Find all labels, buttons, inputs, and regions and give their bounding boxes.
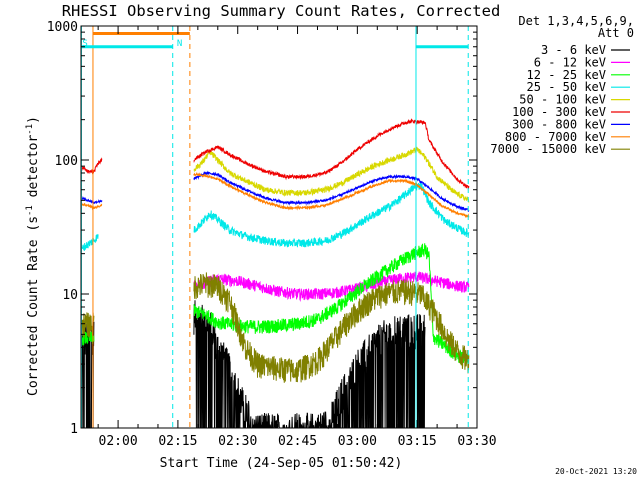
legend-header-2: Att 0 [598, 26, 634, 40]
series-line-8-seg-1 [81, 202, 103, 211]
y-axis-label: Corrected Count Rate (s-1 detector-1) [25, 116, 41, 396]
x-axis-label: Start Time (24-Sep-05 01:50:42) [160, 456, 403, 471]
series-line-6-seg-1 [81, 157, 103, 175]
series-line-4-seg-2 [193, 182, 470, 248]
series-line-7-seg-1 [81, 195, 103, 204]
series-line-9-seg-2 [193, 272, 470, 383]
flag-label-2: N [177, 39, 182, 49]
legend-label-2: 6 - 12 keV [534, 55, 606, 69]
corner-date-label: 20-Oct-2021 13:20 [555, 467, 637, 476]
x-tick-label-2: 02:15 [158, 434, 197, 449]
x-tick-label-1: 02:00 [99, 434, 138, 449]
flag-label-1: S [82, 39, 87, 49]
y-tick-label-4: 1000 [47, 20, 78, 35]
x-tick-label-3: 02:30 [218, 434, 257, 449]
series-line-9-seg-1 [81, 312, 95, 338]
legend-label-4: 25 - 50 keV [527, 80, 606, 94]
plot-frame [80, 25, 478, 429]
y-tick-label-3: 100 [55, 154, 78, 169]
x-tick-label-6: 03:15 [398, 434, 437, 449]
series-line-4-seg-1 [81, 233, 99, 251]
legend-header-1: Det 1,3,4,5,6,9, [518, 14, 634, 28]
legend-label-1: 3 - 6 keV [541, 43, 606, 57]
series-line-2-seg-1 [193, 271, 470, 303]
series-line-7-seg-2 [193, 170, 470, 212]
legend-label-6: 100 - 300 keV [512, 105, 606, 119]
legend-label-9: 7000 - 15000 keV [490, 142, 606, 156]
legend-label-8: 800 - 7000 keV [505, 130, 606, 144]
y-tick-label-2: 10 [62, 288, 78, 303]
x-tick-label-7: 03:30 [457, 434, 496, 449]
chart-title: RHESSI Observing Summary Count Rates, Co… [62, 2, 501, 20]
series-line-5-seg-1 [193, 146, 470, 203]
axes: 02:00 02:15 02:30 02:45 03:00 03:15 03:30 1 10 10… [47, 20, 497, 449]
x-tick-label-5: 03:00 [338, 434, 377, 449]
legend-label-3: 12 - 25 keV [527, 68, 606, 82]
y-tick-label-1: 1 [70, 422, 78, 437]
legend-label-7: 300 - 800 keV [512, 117, 606, 131]
x-tick-label-4: 02:45 [278, 434, 317, 449]
legend-label-5: 50 - 100 keV [519, 93, 606, 107]
series-line-8-seg-2 [193, 171, 470, 219]
series-line-6-seg-2 [193, 118, 470, 191]
